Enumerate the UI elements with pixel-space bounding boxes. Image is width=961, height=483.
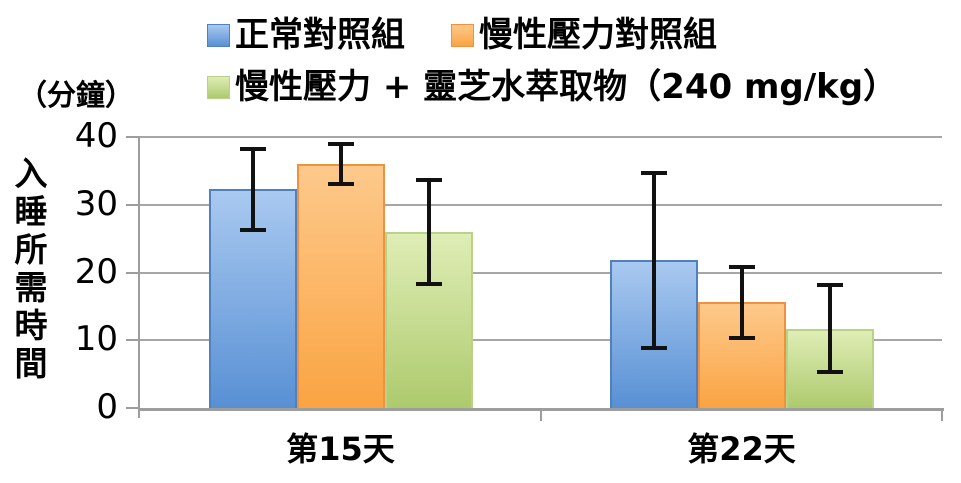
legend-row-2: 慢性壓力 + 靈芝水萃取物（240 mg/kg） bbox=[207, 70, 897, 104]
y-axis-unit-label: （分鐘） bbox=[18, 78, 135, 112]
x-category-label-1: 第15天 bbox=[286, 430, 395, 468]
error-bar-cap-bottom bbox=[415, 282, 442, 287]
error-bar-cap-top bbox=[327, 142, 354, 147]
error-bar-line bbox=[426, 179, 431, 284]
error-bar-line bbox=[739, 267, 744, 338]
error-bar-cap-bottom bbox=[728, 335, 755, 340]
error-bar-cap-bottom bbox=[327, 181, 354, 186]
error-bar-cap-bottom bbox=[239, 227, 266, 232]
y-tick-label-30: 30 bbox=[74, 183, 118, 224]
error-bar-cap-top bbox=[640, 170, 667, 175]
legend-marker-orange-icon bbox=[451, 23, 474, 47]
x-tick-mark-1 bbox=[540, 411, 542, 421]
error-bar-cap-top bbox=[415, 177, 442, 182]
legend-item-chronic-stress-control: 慢性壓力對照組 bbox=[451, 18, 717, 52]
y-axis-line bbox=[138, 136, 140, 418]
y-tick-label-40: 40 bbox=[74, 116, 118, 156]
x-tick-mark-2 bbox=[941, 411, 943, 421]
y-tick-mark-30 bbox=[126, 203, 140, 206]
gridline-30 bbox=[140, 203, 942, 206]
error-bar-cap-top bbox=[816, 283, 843, 288]
error-bar-line bbox=[827, 285, 832, 373]
error-bar-cap-top bbox=[239, 146, 266, 151]
error-bar-line bbox=[338, 144, 343, 184]
y-tick-label-0: 0 bbox=[96, 387, 118, 427]
legend-item-stress-extract: 慢性壓力 + 靈芝水萃取物（240 mg/kg） bbox=[207, 70, 897, 104]
legend-label-chronic-stress-control: 慢性壓力對照組 bbox=[479, 15, 717, 55]
legend-marker-green-icon bbox=[207, 75, 230, 99]
error-bar-line bbox=[250, 148, 255, 230]
legend-label-stress-extract: 慢性壓力 + 靈芝水萃取物（240 mg/kg） bbox=[235, 67, 898, 107]
legend-label-normal-control: 正常對照組 bbox=[235, 15, 405, 55]
x-axis-line bbox=[138, 408, 944, 411]
legend-row-1: 正常對照組 慢性壓力對照組 bbox=[207, 18, 717, 52]
error-bar-cap-bottom bbox=[640, 345, 667, 350]
y-axis-title: 入睡所需時間 bbox=[9, 156, 48, 384]
y-tick-mark-20 bbox=[126, 271, 140, 274]
y-tick-mark-10 bbox=[126, 339, 140, 342]
error-bar-cap-bottom bbox=[816, 370, 843, 375]
y-tick-label-20: 20 bbox=[74, 251, 118, 292]
error-bar-cap-top bbox=[728, 265, 755, 270]
gridline-20 bbox=[140, 271, 942, 274]
legend-item-normal-control: 正常對照組 bbox=[207, 18, 405, 52]
y-tick-label-10: 10 bbox=[74, 319, 118, 360]
y-tick-mark-40 bbox=[126, 136, 140, 138]
legend-marker-blue-icon bbox=[207, 23, 230, 47]
x-category-label-2: 第22天 bbox=[687, 430, 796, 468]
gridline-10 bbox=[140, 339, 942, 342]
y-tick-mark-0 bbox=[126, 407, 140, 409]
bar-series2-group1 bbox=[296, 164, 385, 408]
gridline-40 bbox=[140, 136, 942, 138]
error-bar-line bbox=[651, 172, 656, 348]
